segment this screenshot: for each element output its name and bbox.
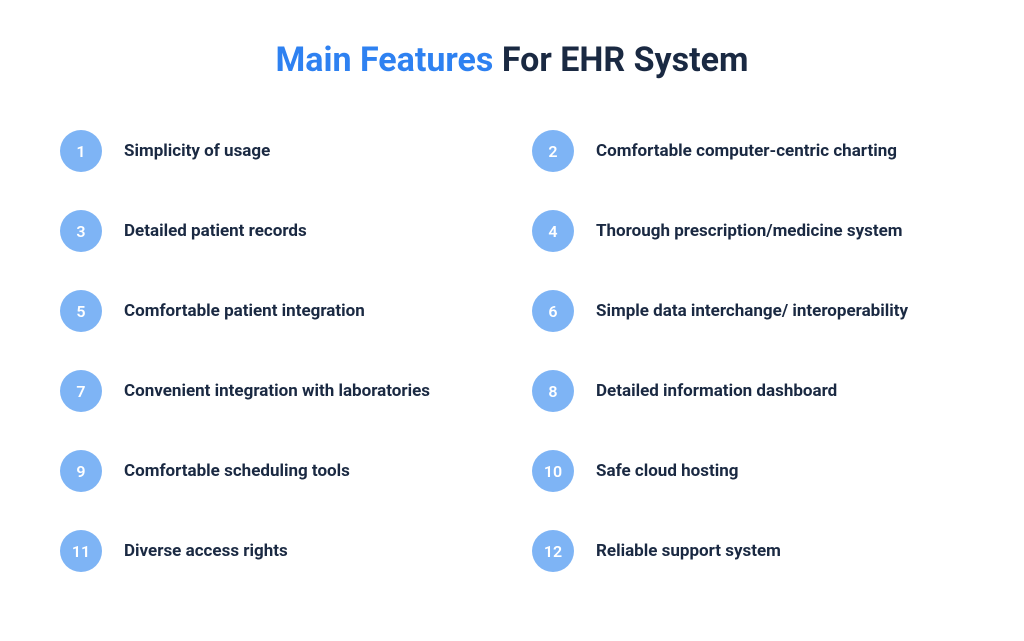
feature-item: 5 Comfortable patient integration — [60, 290, 492, 332]
feature-label: Comfortable computer-centric charting — [596, 140, 897, 163]
feature-number-badge: 11 — [60, 530, 102, 572]
feature-label: Detailed patient records — [124, 220, 307, 243]
feature-number-badge: 1 — [60, 130, 102, 172]
feature-number-badge: 7 — [60, 370, 102, 412]
feature-item: 9 Comfortable scheduling tools — [60, 450, 492, 492]
feature-number-badge: 3 — [60, 210, 102, 252]
title-rest: For EHR System — [493, 40, 748, 80]
feature-item: 8 Detailed information dashboard — [532, 370, 964, 412]
title-highlight: Main Features — [276, 40, 494, 80]
features-grid: 1 Simplicity of usage 2 Comfortable comp… — [50, 130, 974, 572]
feature-label: Simplicity of usage — [124, 140, 270, 163]
feature-label: Reliable support system — [596, 540, 781, 563]
feature-label: Safe cloud hosting — [596, 460, 738, 483]
feature-label: Thorough prescription/medicine system — [596, 220, 903, 243]
feature-item: 6 Simple data interchange/ interoperabil… — [532, 290, 964, 332]
feature-item: 3 Detailed patient records — [60, 210, 492, 252]
feature-item: 10 Safe cloud hosting — [532, 450, 964, 492]
feature-item: 2 Comfortable computer-centric charting — [532, 130, 964, 172]
feature-label: Simple data interchange/ interoperabilit… — [596, 300, 908, 323]
feature-label: Comfortable patient integration — [124, 300, 365, 323]
feature-item: 1 Simplicity of usage — [60, 130, 492, 172]
page-title: Main Features For EHR System — [50, 40, 974, 80]
feature-number-badge: 6 — [532, 290, 574, 332]
feature-number-badge: 4 — [532, 210, 574, 252]
feature-label: Detailed information dashboard — [596, 380, 837, 403]
feature-item: 4 Thorough prescription/medicine system — [532, 210, 964, 252]
feature-number-badge: 5 — [60, 290, 102, 332]
feature-item: 7 Convenient integration with laboratori… — [60, 370, 492, 412]
feature-label: Convenient integration with laboratories — [124, 380, 430, 403]
feature-label: Diverse access rights — [124, 540, 288, 563]
feature-number-badge: 8 — [532, 370, 574, 412]
feature-number-badge: 9 — [60, 450, 102, 492]
feature-item: 11 Diverse access rights — [60, 530, 492, 572]
feature-item: 12 Reliable support system — [532, 530, 964, 572]
feature-number-badge: 10 — [532, 450, 574, 492]
feature-label: Comfortable scheduling tools — [124, 460, 350, 483]
feature-number-badge: 2 — [532, 130, 574, 172]
feature-number-badge: 12 — [532, 530, 574, 572]
